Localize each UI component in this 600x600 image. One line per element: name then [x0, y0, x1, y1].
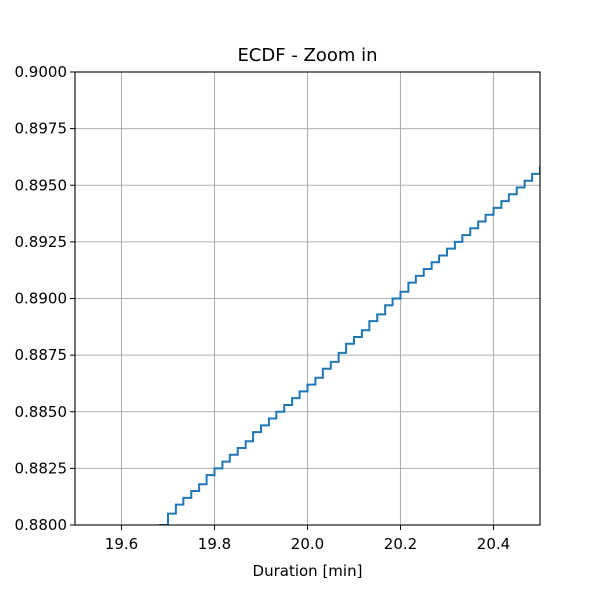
y-tick-label: 0.8950: [15, 176, 68, 194]
y-tick-label: 0.9000: [15, 63, 68, 81]
y-tick-label: 0.8875: [15, 346, 68, 364]
y-tick-label: 0.8850: [15, 403, 68, 421]
axis-ticks: 19.6 19.8 20.0 20.2 20.4 0.8800 0.8825 0.8850 0.…: [15, 63, 511, 553]
x-tick-label: 19.6: [105, 535, 138, 553]
y-tick-label: 0.8800: [15, 516, 68, 534]
series-layer: [159, 166, 540, 525]
y-tick-label: 0.8925: [15, 233, 68, 251]
chart-title: ECDF - Zoom in: [237, 45, 377, 66]
x-tick-label: 20.4: [477, 535, 510, 553]
y-tick-label: 0.8900: [15, 290, 68, 308]
ecdf-step-line: [159, 166, 540, 525]
x-tick-label: 19.8: [198, 535, 231, 553]
x-tick-label: 20.2: [384, 535, 417, 553]
x-axis-label: Duration [min]: [253, 562, 363, 580]
y-tick-label: 0.8975: [15, 120, 68, 138]
y-tick-label: 0.8825: [15, 459, 68, 477]
x-tick-label: 20.0: [291, 535, 324, 553]
